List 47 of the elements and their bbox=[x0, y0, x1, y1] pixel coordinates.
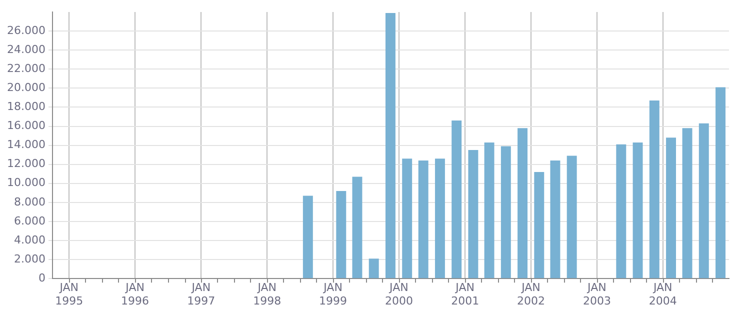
y-tick-label: 0 bbox=[38, 271, 46, 284]
bar bbox=[534, 172, 544, 278]
bar bbox=[468, 150, 478, 278]
bar bbox=[550, 160, 560, 278]
x-tick-label: JAN 2003 bbox=[582, 281, 611, 308]
bar bbox=[500, 146, 511, 278]
bar bbox=[682, 128, 692, 278]
y-tick-label: 12.000 bbox=[6, 157, 46, 170]
bar bbox=[385, 12, 396, 278]
bar bbox=[402, 158, 412, 278]
bar bbox=[352, 176, 362, 278]
bar bbox=[368, 258, 379, 278]
x-tick-label: JAN 2000 bbox=[384, 281, 413, 308]
bar bbox=[632, 142, 643, 278]
y-tick-label: 14.000 bbox=[6, 138, 46, 152]
y-tick-label: 26.000 bbox=[6, 24, 46, 37]
bar bbox=[649, 100, 660, 278]
x-tick-label: JAN 2001 bbox=[451, 281, 480, 308]
y-tick-label: 20.000 bbox=[6, 81, 46, 94]
y-tick-label: 18.000 bbox=[6, 100, 46, 114]
bar bbox=[666, 138, 676, 278]
y-tick-label: 2.000 bbox=[14, 252, 46, 266]
bar bbox=[566, 156, 577, 278]
y-tick-label: 10.000 bbox=[6, 176, 46, 190]
bar bbox=[716, 87, 726, 278]
x-tick-label: JAN 1995 bbox=[55, 281, 84, 308]
y-tick-label: 24.000 bbox=[6, 42, 46, 56]
x-tick-label: JAN 2004 bbox=[648, 281, 677, 308]
bar bbox=[302, 196, 313, 278]
x-tick-label: JAN 1996 bbox=[121, 281, 150, 308]
y-tick-label: 22.000 bbox=[6, 62, 46, 75]
bar bbox=[698, 123, 709, 278]
y-tick-label: 4.000 bbox=[14, 233, 46, 246]
y-tick-label: 16.000 bbox=[6, 119, 46, 132]
bar bbox=[418, 160, 428, 278]
bar bbox=[518, 128, 528, 278]
x-tick-label: JAN 1998 bbox=[253, 281, 282, 308]
x-tick-label: JAN 2002 bbox=[517, 281, 546, 308]
bar bbox=[336, 191, 346, 278]
bar bbox=[484, 142, 494, 278]
y-tick-label: 8.000 bbox=[14, 195, 46, 208]
bar bbox=[434, 158, 445, 278]
x-tick-label: JAN 1997 bbox=[187, 281, 216, 308]
bar bbox=[616, 144, 626, 278]
x-tick-label: JAN 1999 bbox=[319, 281, 348, 308]
bar bbox=[452, 120, 462, 278]
y-tick-label: 6.000 bbox=[14, 214, 46, 228]
